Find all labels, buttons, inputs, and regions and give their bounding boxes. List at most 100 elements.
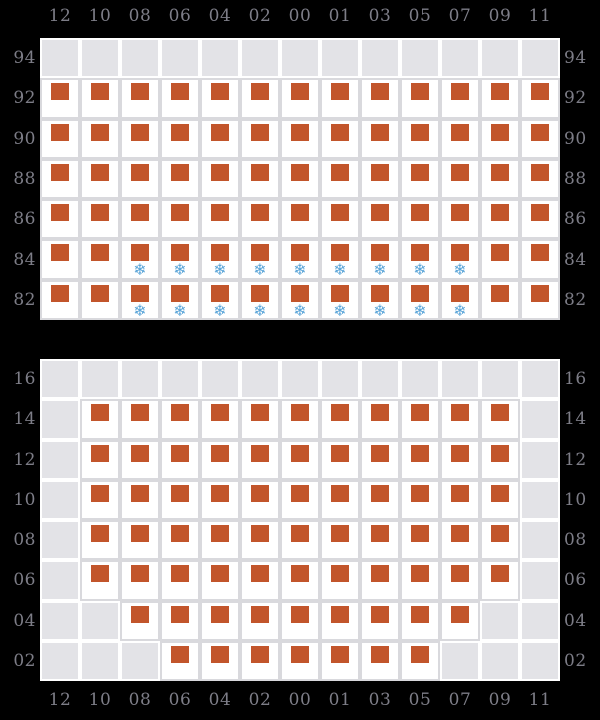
seat-cell[interactable]: [440, 78, 480, 119]
seat-cell[interactable]: [200, 520, 240, 561]
seat-cell[interactable]: [400, 600, 440, 641]
seat-cell[interactable]: [480, 399, 520, 440]
seat-cell[interactable]: [160, 640, 200, 681]
seat-cell[interactable]: [400, 158, 440, 200]
seat-cell[interactable]: [240, 78, 280, 119]
seat-cell[interactable]: [520, 158, 560, 200]
seat-cell[interactable]: [480, 118, 520, 159]
seat-cell[interactable]: [240, 158, 280, 200]
seat-cell[interactable]: [120, 199, 160, 240]
seat-cell[interactable]: [160, 158, 200, 200]
seat-cell[interactable]: [520, 279, 560, 320]
seat-cell[interactable]: [160, 560, 200, 601]
seat-cell[interactable]: ❄: [160, 239, 200, 280]
seat-cell[interactable]: [80, 199, 120, 240]
seat-cell[interactable]: [480, 439, 520, 480]
seat-cell[interactable]: [200, 560, 240, 601]
seat-cell[interactable]: [280, 118, 320, 159]
seat-cell[interactable]: [400, 439, 440, 480]
seat-cell[interactable]: [120, 439, 160, 480]
seat-cell[interactable]: ❄: [440, 279, 480, 320]
seat-cell[interactable]: ❄: [200, 239, 240, 280]
seat-cell[interactable]: ❄: [400, 279, 440, 320]
seat-cell[interactable]: [280, 520, 320, 561]
seat-cell[interactable]: ❄: [120, 279, 160, 320]
seat-cell[interactable]: ❄: [440, 239, 480, 280]
seat-cell[interactable]: [120, 399, 160, 440]
seat-cell[interactable]: [280, 158, 320, 200]
seat-cell[interactable]: [80, 239, 120, 280]
seat-cell[interactable]: [120, 520, 160, 561]
seat-cell[interactable]: [520, 118, 560, 159]
seat-cell[interactable]: [160, 199, 200, 240]
seat-cell[interactable]: [200, 199, 240, 240]
seat-cell[interactable]: [80, 399, 120, 440]
seat-cell[interactable]: [120, 78, 160, 119]
seat-cell[interactable]: [480, 560, 520, 601]
seat-cell[interactable]: [280, 560, 320, 601]
seat-cell[interactable]: [520, 78, 560, 119]
seat-cell[interactable]: [400, 520, 440, 561]
seat-cell[interactable]: [320, 640, 360, 681]
seat-cell[interactable]: [240, 520, 280, 561]
seat-cell[interactable]: [40, 158, 80, 200]
seat-cell[interactable]: [200, 439, 240, 480]
seat-cell[interactable]: [480, 239, 520, 280]
seat-cell[interactable]: [360, 199, 400, 240]
seat-cell[interactable]: [360, 78, 400, 119]
seat-cell[interactable]: [440, 520, 480, 561]
seat-cell[interactable]: [80, 78, 120, 119]
seat-cell[interactable]: [40, 199, 80, 240]
seat-cell[interactable]: [360, 479, 400, 520]
seat-cell[interactable]: [200, 600, 240, 641]
seat-cell[interactable]: [440, 118, 480, 159]
seat-cell[interactable]: [240, 479, 280, 520]
seat-cell[interactable]: [520, 239, 560, 280]
seat-cell[interactable]: [360, 399, 400, 440]
seat-cell[interactable]: [400, 560, 440, 601]
seat-cell[interactable]: [480, 199, 520, 240]
seat-cell[interactable]: [360, 158, 400, 200]
seat-cell[interactable]: [160, 78, 200, 119]
seat-cell[interactable]: [120, 479, 160, 520]
seat-cell[interactable]: [200, 158, 240, 200]
seat-cell[interactable]: [400, 78, 440, 119]
seat-cell[interactable]: [240, 199, 280, 240]
seat-cell[interactable]: [320, 560, 360, 601]
seat-cell[interactable]: ❄: [280, 239, 320, 280]
seat-cell[interactable]: [360, 560, 400, 601]
seat-cell[interactable]: [160, 439, 200, 480]
seat-cell[interactable]: [240, 600, 280, 641]
seat-cell[interactable]: [80, 520, 120, 561]
seat-cell[interactable]: [120, 118, 160, 159]
seat-cell[interactable]: [520, 199, 560, 240]
seat-cell[interactable]: [400, 118, 440, 159]
seat-cell[interactable]: [280, 399, 320, 440]
seat-cell[interactable]: [200, 640, 240, 681]
seat-cell[interactable]: [200, 118, 240, 159]
seat-cell[interactable]: [80, 118, 120, 159]
seat-cell[interactable]: [120, 560, 160, 601]
seat-cell[interactable]: [80, 439, 120, 480]
seat-cell[interactable]: [160, 118, 200, 159]
seat-cell[interactable]: ❄: [360, 279, 400, 320]
seat-cell[interactable]: ❄: [200, 279, 240, 320]
seat-cell[interactable]: ❄: [240, 279, 280, 320]
seat-cell[interactable]: [440, 199, 480, 240]
seat-cell[interactable]: [240, 118, 280, 159]
seat-cell[interactable]: [80, 479, 120, 520]
seat-cell[interactable]: [280, 78, 320, 119]
seat-cell[interactable]: ❄: [120, 239, 160, 280]
seat-cell[interactable]: [320, 439, 360, 480]
seat-cell[interactable]: ❄: [320, 279, 360, 320]
seat-cell[interactable]: [40, 78, 80, 119]
seat-cell[interactable]: [480, 279, 520, 320]
seat-cell[interactable]: [240, 640, 280, 681]
seat-cell[interactable]: [280, 479, 320, 520]
seat-cell[interactable]: [440, 158, 480, 200]
seat-cell[interactable]: [400, 479, 440, 520]
seat-cell[interactable]: [280, 640, 320, 681]
seat-cell[interactable]: [360, 118, 400, 159]
seat-cell[interactable]: [80, 560, 120, 601]
seat-cell[interactable]: [440, 399, 480, 440]
